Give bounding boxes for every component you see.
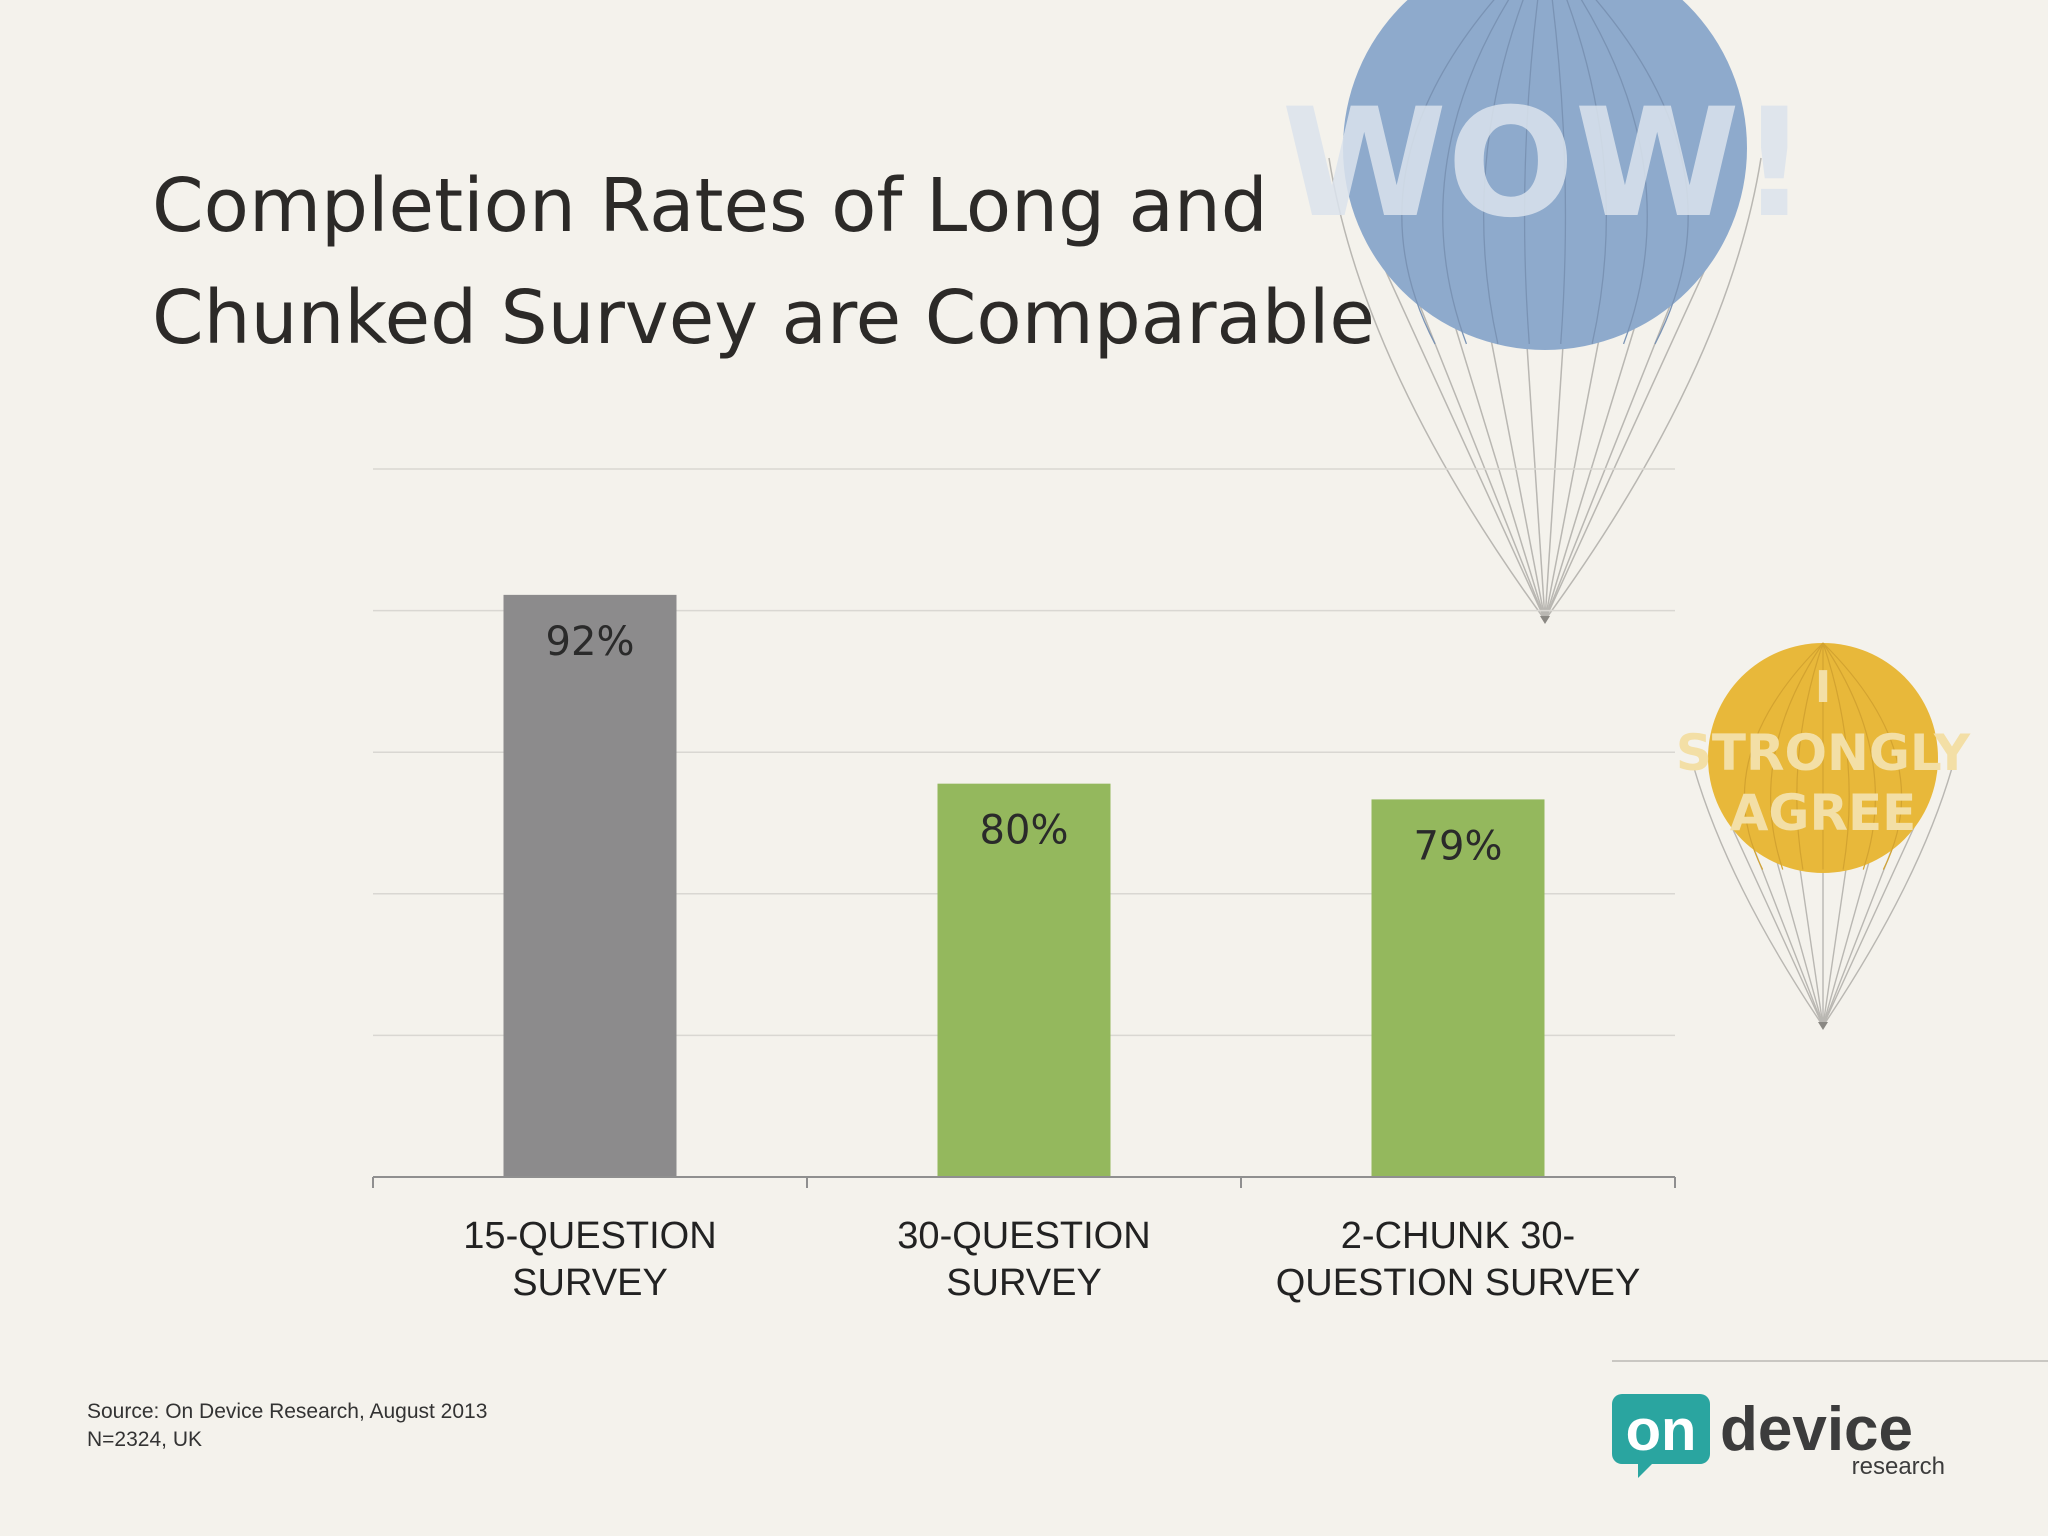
balloon-gore (1566, 0, 1607, 345)
balloon-basket (1818, 1022, 1828, 1030)
page-title: Completion Rates of Long and Chunked Sur… (152, 150, 1402, 374)
agree-balloon-line-1: I (1815, 662, 1831, 713)
balloon-basket (1540, 616, 1550, 624)
logo-research: research (1852, 1453, 1945, 1480)
balloon-string (1544, 322, 1603, 621)
balloon-gore (1523, 0, 1539, 344)
category-label: SURVEY (512, 1262, 668, 1304)
source-note: Source: On Device Research, August 2013 … (87, 1398, 487, 1454)
category-label: SURVEY (946, 1262, 1102, 1304)
bar (503, 594, 677, 1177)
balloon-string (1544, 243, 1718, 621)
balloon-string (1372, 243, 1546, 621)
agree-balloon-line-3: AGREE (1730, 784, 1917, 842)
balloon-outline (1328, 157, 1546, 621)
logo-speech-bubble (1612, 1394, 1710, 1478)
balloon-gore (1401, 0, 1495, 345)
category-labels: 15-QUESTION SURVEY 30-QUESTION SURVEY 2-CHUN… (463, 1215, 1640, 1304)
balloon-gore (1442, 0, 1510, 345)
balloon-string (1544, 308, 1642, 621)
balloon-gore (1595, 0, 1689, 345)
title-line-2: Chunked Survey are Comparable (152, 275, 1375, 361)
source-line-1: Source: On Device Research, August 2013 (87, 1400, 488, 1423)
wow-balloon: WOW! (1282, 0, 1809, 624)
balloon-string (1822, 851, 1873, 1027)
balloon-gore (1822, 642, 1850, 870)
bar-value-label: 92% (546, 619, 635, 665)
logo-device: device (1720, 1395, 1913, 1464)
balloon-outline (1822, 767, 1953, 1027)
balloon-gore (1822, 642, 1903, 870)
logo-mark: on device research (1612, 1394, 1945, 1480)
title-line-1: Completion Rates of Long and (152, 163, 1268, 249)
category-label: 30-QUESTION (897, 1215, 1150, 1257)
agree-balloon-line-2: STRONGLY (1676, 724, 1971, 782)
source-line-2: N=2324, UK (87, 1428, 202, 1451)
bars (503, 594, 1545, 1177)
balloon-gore (1483, 0, 1524, 345)
wow-balloon-text: WOW! (1282, 77, 1809, 251)
category-label: QUESTION SURVEY (1276, 1262, 1641, 1304)
logo-on: on (1626, 1398, 1697, 1463)
balloon-gore (1822, 642, 1876, 870)
balloon-string (1724, 812, 1824, 1027)
wow-balloon-body (1343, 0, 1747, 350)
bar (1371, 799, 1545, 1177)
agree-balloon: I STRONGLY AGREE (1676, 642, 1971, 1030)
balloon-gore (1743, 642, 1824, 870)
balloon-string (1487, 322, 1546, 621)
balloon-string (1544, 328, 1565, 621)
category-label: 2-CHUNK 30- (1341, 1215, 1575, 1257)
balloon-gore (1796, 642, 1824, 870)
balloon-string (1773, 851, 1824, 1027)
balloon-string (1822, 812, 1922, 1027)
balloon-string (1525, 328, 1546, 621)
balloon-outline (1693, 767, 1824, 1027)
balloon-gore (1580, 0, 1648, 345)
bar-value-label: 80% (980, 808, 1069, 854)
balloon-gore (1551, 0, 1567, 344)
category-label: 15-QUESTION (463, 1215, 716, 1257)
balloon-gore (1770, 642, 1824, 870)
balloon-string (1448, 308, 1546, 621)
bar (937, 783, 1111, 1177)
x-axis (372, 1176, 1676, 1188)
balloon-outline (1544, 157, 1762, 621)
value-labels: 92% 80% 79% (546, 619, 1503, 870)
balloon-string (1822, 859, 1849, 1027)
balloon-string (1797, 859, 1824, 1027)
bar-value-label: 79% (1414, 823, 1503, 869)
